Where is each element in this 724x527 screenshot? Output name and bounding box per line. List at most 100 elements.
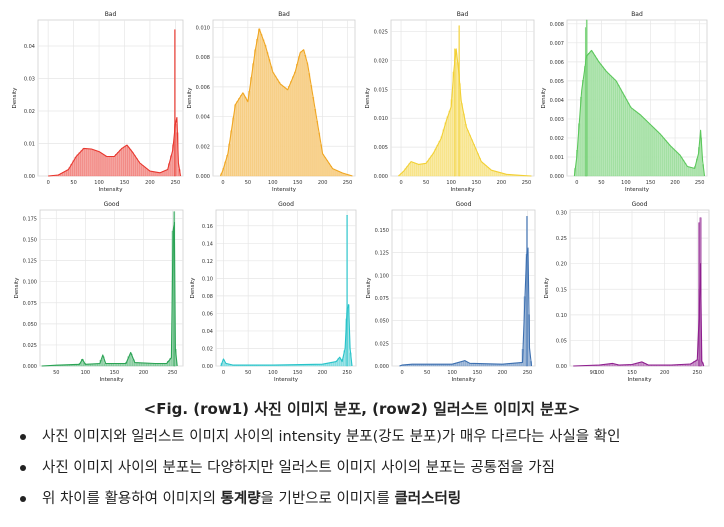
x-tick-label: 150 [472, 180, 482, 186]
histogram-bar [662, 137, 665, 177]
bullet-text: 사진 이미지와 일러스트 이미지 사이의 intensity 분포(강도 분포)… [42, 429, 621, 445]
chart-title: Good [104, 201, 120, 208]
y-tick-label: 0.100 [375, 273, 389, 279]
histogram-bar [306, 62, 309, 177]
kde-line [399, 247, 533, 367]
histogram-bar [252, 63, 255, 177]
x-tick-label: 200 [498, 370, 508, 376]
x-axis-label: Intensity [452, 377, 477, 383]
y-tick-label: 0.050 [375, 319, 389, 325]
histogram-bar [323, 157, 327, 177]
histogram-bar [115, 154, 118, 177]
histogram-bar [621, 92, 624, 177]
x-tick-label: 150 [293, 180, 303, 186]
y-axis-label: Density [541, 87, 547, 109]
histogram-bar [462, 113, 465, 177]
histogram-bar [258, 28, 261, 177]
histogram-bar [105, 156, 108, 177]
histogram-bar [310, 85, 313, 177]
bullet-item-1: 사진 이미지와 일러스트 이미지 사이의 intensity 분포(강도 분포)… [18, 424, 718, 455]
histogram-bar [131, 152, 134, 177]
y-tick-label: 0.15 [556, 287, 567, 293]
histogram-spike [526, 216, 528, 367]
x-tick-label: 50 [245, 180, 251, 186]
histogram-bar [682, 160, 685, 177]
histogram-bar [410, 161, 413, 177]
histogram-bar [446, 116, 449, 177]
y-tick-label: 0.004 [196, 115, 210, 121]
y-tick-label: 0.010 [374, 116, 388, 122]
histogram-bar [440, 136, 443, 177]
bullet-text: 위 차이를 활용하여 이미지의 [42, 491, 221, 507]
histogram-bar [254, 49, 257, 177]
x-tick-label: 250 [168, 370, 178, 376]
x-tick-label: 150 [293, 370, 303, 376]
x-axis-label: Intensity [100, 377, 125, 383]
histogram-bar [684, 163, 687, 177]
x-tick-label: 0 [221, 180, 224, 186]
histogram-bar [78, 152, 81, 177]
histogram-bar [286, 89, 289, 177]
histogram-bar [650, 125, 653, 177]
histogram-bar [135, 158, 138, 177]
x-tick-label: 50 [70, 180, 76, 186]
histogram-bar [325, 160, 329, 177]
y-tick-label: 0.04 [24, 44, 35, 50]
plot-area [37, 19, 184, 177]
histogram-bar [644, 120, 648, 177]
y-tick-label: 0.003 [550, 117, 564, 123]
y-tick-label: 0.01 [24, 142, 35, 148]
y-tick-label: 0.125 [23, 259, 37, 265]
y-tick-label: 0.006 [550, 60, 564, 66]
histogram-bar [270, 66, 273, 177]
bullet-dot [20, 465, 26, 471]
histogram-bar [244, 97, 247, 177]
histogram-bar [262, 39, 265, 177]
plot-area [569, 209, 710, 367]
y-tick-label: 0.150 [375, 228, 389, 234]
y-tick-label: 0.02 [24, 109, 35, 115]
y-tick-label: 0.08 [202, 294, 213, 300]
chart-title: Good [456, 201, 472, 208]
histogram-bar [672, 148, 675, 177]
x-axis-label: Intensity [99, 187, 124, 193]
y-tick-label: 0.00 [24, 174, 35, 180]
histogram-bar [633, 110, 636, 177]
y-tick-label: 0.06 [202, 311, 213, 317]
chart-panel-4: 0.000 0.001 0.002 0.003 0.004 0.005 0.006 0.007… [541, 11, 708, 193]
x-tick-label: 250 [692, 370, 702, 376]
y-tick-label: 0.125 [375, 251, 389, 257]
histogram-bar [321, 154, 325, 177]
histogram-bar [629, 106, 632, 177]
histogram-bar [470, 139, 473, 177]
histogram-bar [652, 127, 655, 177]
y-tick-label: 0.002 [550, 136, 564, 142]
histogram-bar [282, 86, 285, 177]
x-tick-label: 200 [139, 370, 149, 376]
histogram-bar [631, 108, 634, 177]
chart-title: Bad [631, 11, 643, 18]
histogram-bar [656, 131, 659, 177]
x-tick-label: 150 [110, 370, 120, 376]
histogram-grid: 0.00 0.01 0.02 0.03 0.04 0 50 100 150 200 250 Bad In… [12, 11, 710, 383]
x-tick-label: 250 [171, 180, 181, 186]
histogram-bar [327, 163, 331, 177]
y-tick-label: 0.001 [550, 155, 564, 161]
x-tick-label: 100 [446, 180, 456, 186]
histogram-bar [276, 78, 279, 177]
y-tick-label: 0.12 [202, 259, 213, 265]
histogram-bar [107, 156, 110, 177]
histogram-bar [288, 86, 291, 177]
y-tick-label: 0.00 [556, 364, 567, 370]
y-tick-label: 0.005 [374, 145, 388, 151]
y-tick-label: 0.015 [374, 87, 388, 93]
bullet-text: 을 기반으로 이미지를 [260, 491, 395, 507]
x-tick-label: 0 [47, 180, 50, 186]
histogram-bar [268, 59, 271, 177]
histogram-bar [278, 82, 281, 177]
chart-title: Bad [105, 11, 117, 18]
y-axis-label: Density [190, 277, 196, 299]
y-tick-label: 0.025 [374, 30, 388, 36]
histogram-bar [430, 155, 433, 177]
histogram-bar [102, 154, 106, 177]
